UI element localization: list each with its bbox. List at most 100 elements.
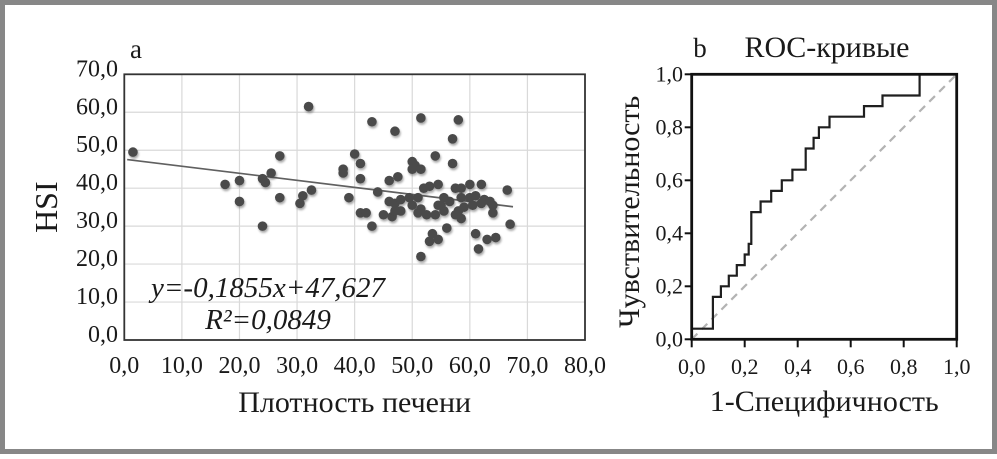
scatter-point <box>488 200 498 211</box>
scatter-point <box>467 200 478 211</box>
scatter-point <box>220 179 230 190</box>
scatter-point <box>306 185 317 195</box>
roc-y-tick-label: 0,0 <box>656 326 684 351</box>
scatter-point <box>488 208 498 218</box>
scatter-xlabel: Плотность печени <box>238 386 471 419</box>
scatter-point <box>367 221 377 231</box>
scatter-point <box>372 187 383 197</box>
y-tick-label: 50,0 <box>76 132 118 158</box>
scatter-point <box>274 151 285 161</box>
regression-equation: y=-0,1855x+47,627 <box>148 272 387 304</box>
x-tick-label: 0,0 <box>109 353 139 379</box>
scatter-point <box>424 181 435 192</box>
scatter-point <box>473 244 484 254</box>
scatter-point <box>476 198 487 209</box>
scatter-point <box>128 147 138 157</box>
scatter-point <box>390 126 400 137</box>
scatter-point <box>395 194 406 205</box>
scatter-point <box>433 234 443 245</box>
scatter-point <box>453 115 464 125</box>
scatter-point <box>274 192 285 203</box>
scatter-point <box>395 206 406 216</box>
scatter-point <box>482 234 492 245</box>
scatter-point <box>456 213 466 224</box>
roc-xlabel: 1-Специфичность <box>710 385 939 418</box>
y-tick-label: 10,0 <box>76 284 118 310</box>
scatter-point <box>260 177 271 188</box>
scatter-point <box>416 251 426 262</box>
roc-y-tick-label: 0,6 <box>656 167 684 192</box>
scatter-point <box>344 192 354 203</box>
scatter-point <box>433 179 443 190</box>
roc-y-tick-label: 0,4 <box>656 220 684 245</box>
roc-y-tick-label: 0,8 <box>656 114 684 139</box>
scatter-point <box>295 198 305 209</box>
scatter-plot-border <box>123 73 586 341</box>
scatter-point <box>502 185 513 195</box>
x-tick-label: 70,0 <box>506 353 548 379</box>
roc-curve <box>690 73 957 340</box>
scatter-point <box>433 200 443 211</box>
roc-x-tick-label: 0,2 <box>731 354 759 379</box>
scatter-point <box>234 196 245 207</box>
scatter-point <box>355 173 366 184</box>
scatter-point <box>424 236 435 247</box>
scatter-point <box>441 223 452 233</box>
scatter-point <box>234 175 245 186</box>
scatter-point <box>303 101 314 112</box>
scatter-point <box>413 192 423 203</box>
scatter-point <box>447 158 458 169</box>
x-tick-label: 60,0 <box>449 353 491 379</box>
x-tick-label: 80,0 <box>564 353 606 379</box>
roc-y-tick-label: 1,0 <box>656 61 684 86</box>
roc-x-tick-label: 0,6 <box>837 354 865 379</box>
scatter-point <box>470 228 481 239</box>
y-tick-label: 40,0 <box>76 170 118 196</box>
roc-reference-line <box>690 73 958 341</box>
scatter-point <box>421 209 432 220</box>
scatter-point <box>465 179 475 190</box>
scatter-point <box>266 168 276 178</box>
scatter-point <box>361 208 371 218</box>
scatter-point <box>456 183 466 193</box>
scatter-point <box>476 179 487 190</box>
scatter-point <box>416 164 426 174</box>
x-tick-label: 30,0 <box>276 353 318 379</box>
roc-y-tick-label: 0,2 <box>656 273 684 298</box>
scatter-point <box>470 190 481 201</box>
scatter-point <box>367 116 377 127</box>
scatter-point <box>257 221 268 231</box>
scatter-chart: 0,0 10,0 20,0 30,0 40,0 50,0 60,0 70,0 80,0 0,0 10… <box>28 34 606 419</box>
roc-title: ROC-кривые <box>745 31 910 64</box>
roc-x-tick-label: 0,4 <box>784 354 812 379</box>
roc-plot-border <box>690 72 959 341</box>
panel-b-label: b <box>693 33 707 63</box>
scatter-point <box>384 175 395 186</box>
roc-chart: 0,0 0,0 0,2 0,2 0,4 0,4 0,6 0,6 0,8 0,8 1,0 1,0 b ROC… <box>613 31 971 418</box>
scatter-point <box>456 192 466 203</box>
scatter-point <box>444 196 455 207</box>
scatter-point <box>459 202 469 212</box>
scatter-point <box>393 171 403 182</box>
r-squared-value: R²=0,0849 <box>204 304 331 336</box>
scatter-point <box>404 192 415 203</box>
scatter-point <box>378 209 389 220</box>
x-tick-label: 10,0 <box>161 353 203 379</box>
y-tick-label: 0,0 <box>88 322 118 348</box>
scatter-point <box>338 168 348 178</box>
roc-x-tick-label: 1,0 <box>943 354 971 379</box>
scatter-point <box>349 149 360 159</box>
scatter-point <box>430 151 441 161</box>
y-tick-label: 60,0 <box>76 94 118 120</box>
scatter-point <box>407 164 418 174</box>
scatter-points <box>128 101 515 262</box>
roc-x-tick-label: 0,8 <box>890 354 918 379</box>
y-tick-label: 30,0 <box>76 208 118 234</box>
scatter-ylabel: HSI <box>28 181 64 233</box>
scatter-point <box>490 232 501 243</box>
roc-ylabel: Чувствительность <box>613 96 646 328</box>
scatter-point <box>298 190 308 201</box>
x-tick-label: 50,0 <box>391 353 433 379</box>
y-tick-label: 70,0 <box>76 56 118 82</box>
